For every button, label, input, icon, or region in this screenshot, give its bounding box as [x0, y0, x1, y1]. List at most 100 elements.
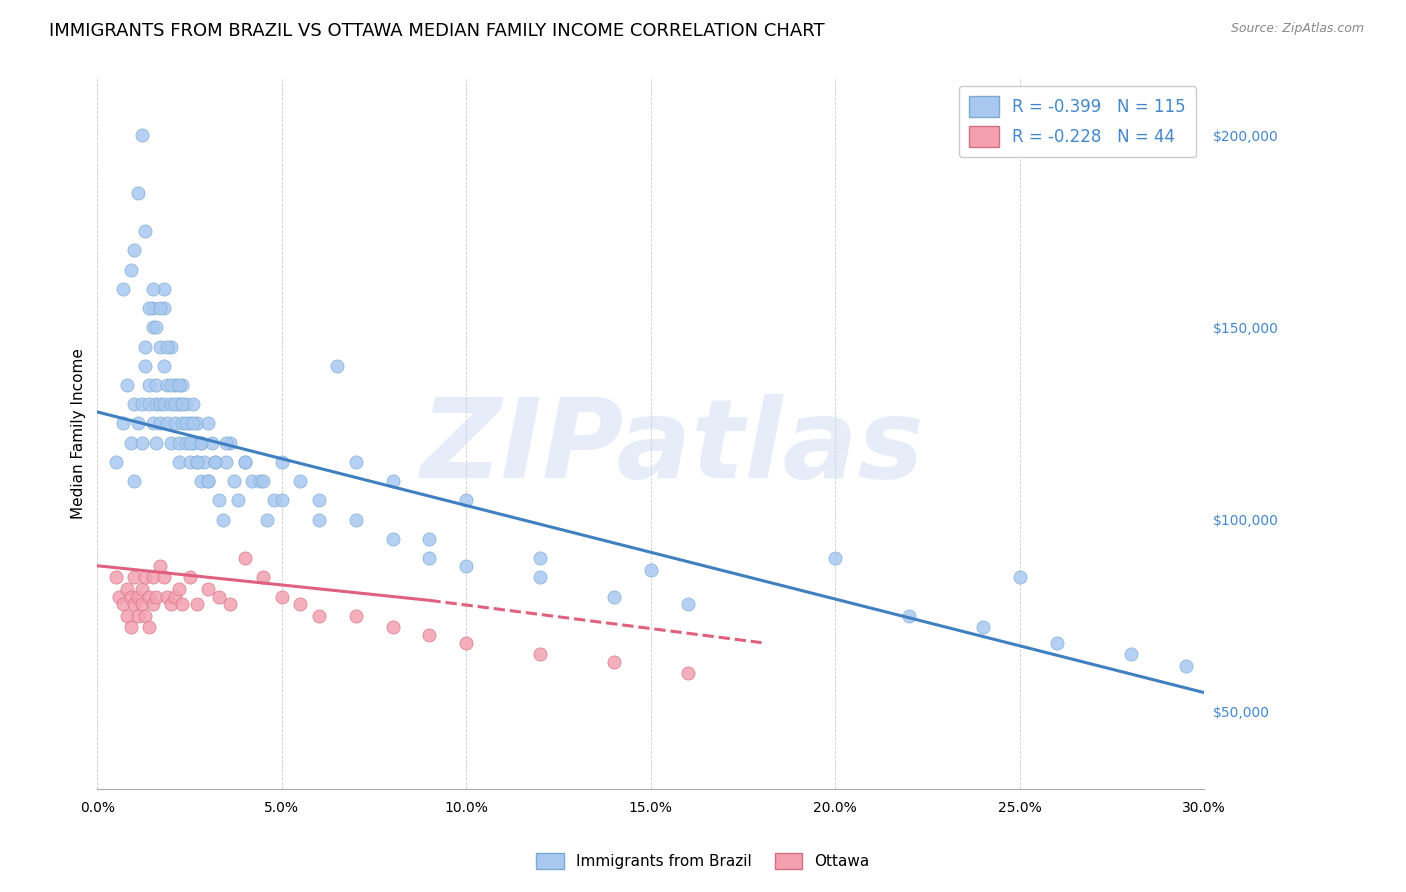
- Point: [418, 532, 440, 546]
- Point: [263, 493, 285, 508]
- Point: [122, 474, 145, 488]
- Point: [204, 455, 226, 469]
- Point: [233, 551, 256, 566]
- Point: [145, 320, 167, 334]
- Point: [193, 455, 215, 469]
- Point: [142, 417, 165, 431]
- Point: [134, 224, 156, 238]
- Point: [142, 570, 165, 584]
- Point: [197, 474, 219, 488]
- Point: [215, 435, 238, 450]
- Point: [344, 513, 367, 527]
- Point: [160, 378, 183, 392]
- Point: [181, 417, 204, 431]
- Point: [115, 582, 138, 596]
- Point: [115, 608, 138, 623]
- Point: [181, 435, 204, 450]
- Point: [208, 590, 231, 604]
- Point: [270, 590, 292, 604]
- Point: [172, 417, 194, 431]
- Point: [134, 359, 156, 373]
- Point: [972, 620, 994, 634]
- Point: [603, 590, 626, 604]
- Y-axis label: Median Family Income: Median Family Income: [72, 348, 86, 518]
- Point: [127, 186, 149, 200]
- Point: [179, 570, 201, 584]
- Point: [160, 397, 183, 411]
- Point: [152, 359, 174, 373]
- Point: [120, 435, 142, 450]
- Point: [1046, 635, 1069, 649]
- Point: [233, 455, 256, 469]
- Point: [197, 582, 219, 596]
- Point: [179, 417, 201, 431]
- Point: [456, 635, 478, 649]
- Point: [219, 597, 242, 611]
- Point: [270, 493, 292, 508]
- Point: [120, 590, 142, 604]
- Point: [160, 340, 183, 354]
- Point: [456, 493, 478, 508]
- Point: [640, 563, 662, 577]
- Point: [1119, 647, 1142, 661]
- Point: [104, 455, 127, 469]
- Point: [112, 282, 135, 296]
- Point: [174, 417, 197, 431]
- Point: [163, 397, 186, 411]
- Point: [138, 397, 160, 411]
- Point: [131, 582, 153, 596]
- Point: [149, 301, 172, 315]
- Point: [326, 359, 349, 373]
- Point: [149, 340, 172, 354]
- Point: [204, 455, 226, 469]
- Point: [201, 435, 224, 450]
- Point: [190, 435, 212, 450]
- Legend: Immigrants from Brazil, Ottawa: Immigrants from Brazil, Ottawa: [530, 847, 876, 875]
- Point: [142, 301, 165, 315]
- Point: [381, 620, 404, 634]
- Point: [152, 282, 174, 296]
- Point: [145, 378, 167, 392]
- Point: [163, 378, 186, 392]
- Point: [163, 590, 186, 604]
- Point: [308, 513, 330, 527]
- Point: [134, 608, 156, 623]
- Point: [270, 455, 292, 469]
- Point: [208, 493, 231, 508]
- Point: [824, 551, 846, 566]
- Point: [108, 590, 131, 604]
- Point: [152, 397, 174, 411]
- Point: [186, 597, 208, 611]
- Point: [122, 597, 145, 611]
- Point: [186, 455, 208, 469]
- Point: [145, 590, 167, 604]
- Point: [160, 597, 183, 611]
- Point: [156, 378, 179, 392]
- Point: [122, 397, 145, 411]
- Point: [172, 378, 194, 392]
- Point: [186, 455, 208, 469]
- Point: [131, 435, 153, 450]
- Point: [256, 513, 278, 527]
- Point: [240, 474, 263, 488]
- Point: [160, 435, 183, 450]
- Point: [112, 597, 135, 611]
- Point: [249, 474, 271, 488]
- Point: [1008, 570, 1031, 584]
- Point: [122, 570, 145, 584]
- Point: [156, 417, 179, 431]
- Point: [190, 435, 212, 450]
- Point: [252, 570, 274, 584]
- Point: [381, 532, 404, 546]
- Point: [142, 282, 165, 296]
- Text: ZIPatlas: ZIPatlas: [420, 394, 925, 500]
- Point: [308, 493, 330, 508]
- Point: [156, 590, 179, 604]
- Point: [145, 397, 167, 411]
- Point: [152, 301, 174, 315]
- Point: [344, 608, 367, 623]
- Point: [138, 620, 160, 634]
- Point: [529, 551, 551, 566]
- Point: [290, 474, 312, 488]
- Point: [219, 435, 242, 450]
